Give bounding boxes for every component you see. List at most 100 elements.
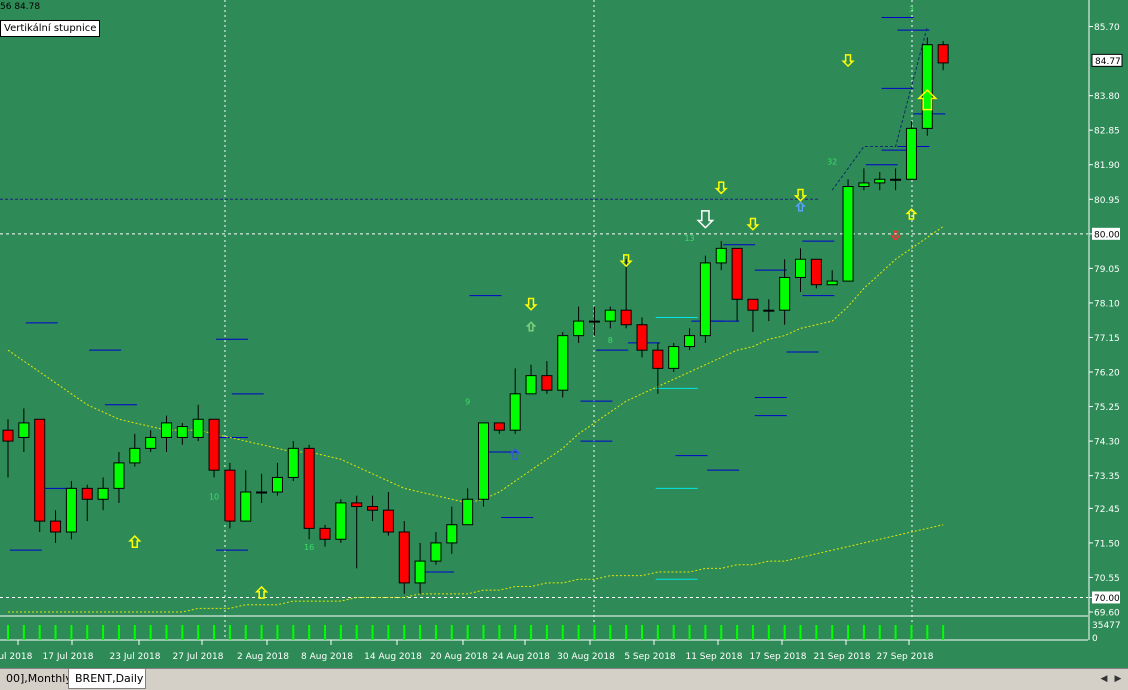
candle: [446, 506, 458, 554]
price-label: 77.15: [1094, 334, 1120, 344]
down-arrow-icon: [890, 230, 902, 241]
up-arrow-icon: [917, 88, 938, 111]
time-label: 11 Sep 2018: [685, 652, 742, 662]
price-label: 81.90: [1094, 161, 1120, 171]
candle: [224, 462, 236, 529]
candle-body: [525, 375, 537, 395]
candle-body: [636, 324, 648, 351]
tab-scroll-left-icon[interactable]: ◀: [1100, 674, 1108, 684]
time-label: 27 Jul 2018: [173, 652, 224, 662]
candle: [905, 121, 917, 180]
time-label: 17 Sep 2018: [749, 652, 806, 662]
candle: [541, 361, 553, 394]
candle: [34, 418, 46, 532]
time-label: 8 Aug 2018: [301, 652, 353, 662]
candle: [937, 41, 949, 71]
support-resistance-levels: [9, 16, 946, 580]
time-label: 14 Aug 2018: [364, 652, 422, 662]
candle-body: [462, 498, 474, 526]
candle: [192, 404, 204, 442]
candle: [398, 521, 410, 594]
candle: [414, 542, 426, 594]
volume-histogram: [0, 615, 1088, 641]
candle: [493, 422, 505, 434]
candle: [145, 430, 157, 452]
up-arrow-icon: [795, 201, 806, 212]
chart-tab-bar: 00],Monthly BRENT,Daily ◀ ▶: [0, 668, 1128, 690]
candle: [208, 418, 220, 478]
up-arrow-icon: [128, 535, 142, 549]
up-arrow-icon: [905, 208, 918, 220]
candle-body: [34, 418, 46, 522]
price-label: 75.25: [1094, 403, 1120, 413]
axes: 85.70 83.80 82.85 81.90 80.95 80.00 79.05 78.10…: [0, 0, 1123, 662]
candle: [588, 306, 600, 336]
chart-background: [0, 0, 1128, 668]
candle: [303, 444, 315, 540]
down-arrow-icon: [619, 254, 633, 268]
tab-monthly[interactable]: 00],Monthly: [6, 672, 72, 685]
candle-body: [588, 320, 600, 323]
time-label: 5 Sep 2018: [624, 652, 676, 662]
candle-body: [937, 44, 949, 64]
price-label: 73.35: [1094, 472, 1120, 482]
candle-body: [810, 258, 822, 286]
candle-body: [414, 560, 426, 584]
candle-body: [335, 502, 347, 540]
signal-arrows: [128, 54, 938, 599]
candle-body: [493, 422, 505, 431]
price-label: 72.45: [1094, 505, 1120, 515]
candle: [747, 298, 759, 332]
candle: [699, 255, 711, 343]
candle-body: [113, 462, 125, 489]
candle: [65, 481, 77, 540]
tab-scroll-right-icon[interactable]: ▶: [1114, 674, 1122, 684]
candle-body: [779, 276, 791, 311]
candle: [731, 247, 743, 322]
down-arrow-icon: [793, 188, 808, 202]
candle-body: [2, 429, 14, 442]
time-label: 17 Jul 2018: [43, 652, 94, 662]
price-chart[interactable]: 10 16 9 8 13 32 3 85.70 83.80 82.85 81.90 80.95 80.…: [0, 0, 1128, 668]
candle-body: [858, 182, 870, 188]
candle-body: [763, 309, 775, 312]
candle-body: [747, 298, 759, 311]
candle: [129, 433, 141, 467]
price-level-box: [1092, 591, 1120, 604]
candle-body: [65, 487, 77, 533]
candle: [573, 306, 585, 343]
candle-body: [684, 335, 696, 348]
down-arrow-icon: [696, 210, 715, 229]
price-label: 70.00: [1094, 594, 1120, 604]
price-label: 85.70: [1094, 23, 1120, 33]
candle-body: [240, 491, 252, 522]
candle-body: [557, 335, 569, 391]
candle: [620, 259, 632, 329]
candle-body: [303, 447, 315, 529]
down-arrow-icon: [841, 54, 855, 68]
candle-body: [192, 418, 204, 438]
candle: [319, 524, 331, 547]
chart-marker-label: 13: [684, 234, 694, 243]
price-label: 79.05: [1094, 265, 1120, 275]
up-arrow-icon: [254, 585, 269, 599]
candle-body: [478, 422, 489, 500]
candle: [826, 270, 838, 286]
chart-labels: 10 16 9 8 13 32 3: [209, 5, 914, 552]
candle: [351, 495, 363, 569]
tab-brent-daily[interactable]: BRENT,Daily: [68, 669, 146, 689]
candle: [858, 168, 870, 191]
price-label: 80.95: [1094, 196, 1120, 206]
candle-body: [287, 447, 299, 478]
candle: [795, 248, 806, 292]
candle: [763, 299, 775, 322]
candle: [176, 422, 188, 445]
vertical-scale-tooltip: Vertikální stupnice: [0, 20, 101, 37]
candle: [478, 422, 489, 507]
candle: [161, 415, 172, 452]
candle: [509, 368, 521, 434]
chart-marker-label: 3: [909, 5, 914, 14]
candle: [367, 495, 379, 522]
candle-body: [351, 502, 363, 508]
candle: [525, 364, 537, 395]
